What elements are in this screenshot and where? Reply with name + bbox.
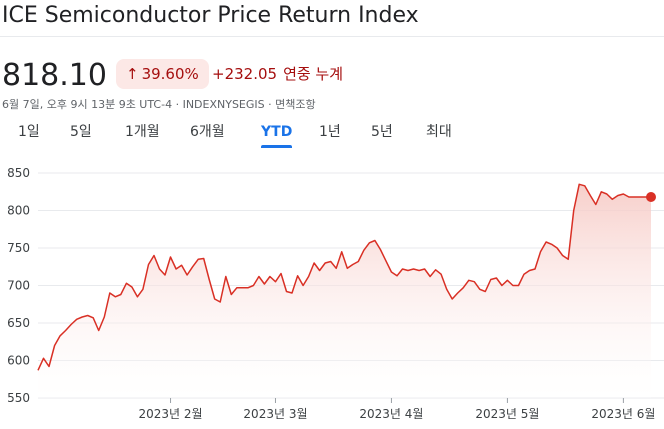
- y-tick-label: 750: [7, 241, 30, 255]
- current-price-marker[interactable]: [646, 192, 656, 202]
- change-period-label: 연중 누계: [283, 65, 344, 83]
- change-percent-badge: ↑ 39.60%: [116, 59, 209, 89]
- y-tick-label: 650: [7, 316, 30, 330]
- x-tick-label: 2023년 2월: [139, 407, 203, 421]
- y-tick-label: 850: [7, 166, 30, 180]
- x-tick-label: 2023년 3월: [243, 407, 307, 421]
- change-summary: +232.05 연중 누계: [212, 59, 343, 89]
- up-arrow-icon: ↑: [126, 65, 139, 83]
- tab-1d[interactable]: 1일: [18, 124, 40, 140]
- price-line: [37, 183, 651, 371]
- y-tick-label: 550: [7, 391, 30, 405]
- quote-metadata: 6월 7일, 오후 9시 13분 9초 UTC-4 · INDEXNYSEGIS…: [2, 98, 316, 111]
- range-tabs: 1일 5일 1개월 6개월 YTD 1년 5년 최대: [0, 121, 664, 151]
- y-tick-label: 600: [7, 354, 30, 368]
- y-tick-label: 800: [7, 204, 30, 218]
- x-tick-label: 2023년 6월: [591, 407, 655, 421]
- tab-6m[interactable]: 6개월: [190, 124, 225, 140]
- change-value: +232.05: [212, 65, 278, 83]
- y-axis: 850 800 750 700 650 600 550: [7, 166, 30, 405]
- index-title: ICE Semiconductor Price Return Index: [2, 3, 419, 28]
- current-price: 818.10: [2, 58, 107, 93]
- price-area: [38, 184, 651, 398]
- change-percent: 39.60%: [141, 65, 199, 83]
- tab-max[interactable]: 최대: [426, 124, 452, 140]
- tab-1y[interactable]: 1년: [319, 124, 341, 140]
- tab-ytd[interactable]: YTD: [261, 121, 293, 148]
- tab-5d[interactable]: 5일: [70, 124, 92, 140]
- header-divider: [0, 36, 664, 37]
- tab-1m[interactable]: 1개월: [125, 124, 160, 140]
- x-tick-label: 2023년 5월: [475, 407, 539, 421]
- x-tick-label: 2023년 4월: [359, 407, 423, 421]
- tab-5y[interactable]: 5년: [371, 124, 393, 140]
- y-tick-label: 700: [7, 279, 30, 293]
- x-axis: 2023년 2월 2023년 3월 2023년 4월 2023년 5월 2023년 6월: [139, 398, 655, 421]
